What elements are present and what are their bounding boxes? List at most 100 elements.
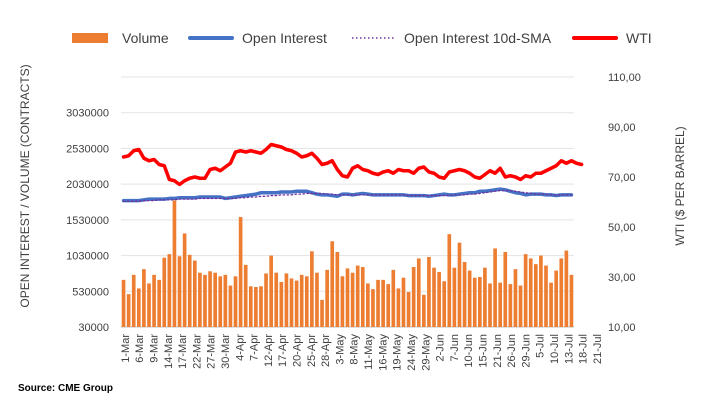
x-tick-label: 21-Jun (492, 334, 504, 368)
volume-bar (366, 283, 370, 327)
y-left-tick-label: 530000 (72, 286, 109, 298)
volume-bar (447, 234, 452, 327)
volume-bar (320, 299, 324, 327)
x-tick-label: 14-Mar (163, 334, 175, 369)
x-tick-label: 8-May (349, 334, 361, 365)
volume-bar (411, 267, 416, 327)
volume-bar (401, 277, 406, 327)
volume-bar (396, 288, 401, 327)
volume-bar (523, 254, 528, 327)
volume-bar (391, 269, 396, 327)
y-left-tick-label: 1530000 (66, 215, 109, 227)
volume-bar (569, 274, 574, 327)
x-tick-label: 20-Apr (292, 334, 304, 367)
volume-bar (233, 276, 238, 327)
volume-bar (437, 272, 441, 327)
volume-bar (503, 252, 508, 327)
x-tick-label: 19-May (392, 334, 404, 371)
volume-bar (518, 285, 523, 327)
x-tick-label: 17-Mar (177, 334, 189, 369)
volume-bar (376, 279, 380, 327)
x-tick-label: 15-Jun (478, 334, 490, 368)
x-tick-label: 12-Apr (263, 334, 275, 367)
volume-bar (467, 270, 472, 327)
volume-bar (238, 217, 243, 327)
volume-bar (554, 270, 559, 327)
open-interest-sma-line (122, 189, 573, 202)
volume-bar (243, 264, 248, 327)
volume-bar (513, 269, 518, 327)
y-right-tick-label: 30,00 (608, 272, 636, 284)
volume-bar (462, 262, 467, 327)
volume-bar (539, 255, 543, 327)
x-tick-label: 16-May (377, 334, 389, 371)
volume-bar (559, 258, 564, 327)
volume-bar (289, 278, 294, 327)
x-tick-label: 24-May (406, 334, 418, 371)
volume-bar (177, 256, 182, 327)
volume-bar (218, 276, 223, 327)
volume-bar (544, 265, 548, 327)
x-tick-label: 28-Apr (320, 334, 332, 367)
volume-bar (142, 269, 146, 327)
volume-bar (533, 264, 538, 327)
volume-bar (228, 285, 233, 327)
volume-bar (442, 281, 447, 327)
x-tick-label: 11-May (363, 334, 375, 370)
volume-bar (488, 283, 492, 327)
volume-bar (325, 269, 329, 327)
volume-bar (136, 288, 141, 327)
x-tick-label: 3-May (334, 334, 346, 365)
legend-swatch-volume (72, 33, 108, 43)
volume-bar (208, 271, 212, 327)
y-left-axis-title: OPEN INTEREST / VOLUME (CONTRACTS) (18, 64, 32, 307)
y-left-tick-label: 2530000 (66, 143, 109, 155)
volume-bar (284, 273, 289, 327)
volume-bar (299, 274, 304, 327)
x-tick-label: 4-Apr (234, 334, 246, 361)
volume-bar (152, 274, 156, 327)
y-left-tick-label: 1030000 (66, 251, 109, 263)
volume-bar (452, 267, 457, 327)
y-right-tick-label: 110,00 (608, 72, 641, 84)
volume-bar (508, 284, 513, 327)
volume-bar (457, 242, 462, 327)
x-tick-label: 13-Jul (563, 334, 575, 364)
y-right-tick-label: 90,00 (608, 122, 636, 134)
x-tick-label: 25-Apr (306, 334, 318, 367)
x-tick-label: 7-Apr (249, 334, 261, 361)
volume-bar (198, 272, 202, 327)
volume-bar (182, 233, 187, 327)
volume-bar (310, 251, 314, 327)
volume-bar (350, 272, 355, 327)
legend-label: Open Interest 10d-SMA (404, 30, 552, 46)
volume-bar (371, 289, 375, 327)
volume-bar (259, 286, 263, 327)
y-left-tick-label: 3030000 (66, 108, 109, 120)
y-right-tick-label: 70,00 (608, 172, 636, 184)
volume-bar (335, 252, 340, 327)
x-tick-label: 2-Jun (435, 334, 447, 362)
x-tick-label: 30-Mar (220, 334, 232, 369)
x-tick-label: 18-Jul (578, 334, 590, 364)
legend: Volume Open Interest Open Interest 10d-SMA… (72, 30, 652, 46)
volume-bar (157, 279, 161, 327)
series-lines (121, 142, 584, 203)
y-right-axis-title: WTI ($ PER BARREL) (673, 126, 687, 245)
source-note: Source: CME Group (18, 383, 113, 394)
volume-bar (172, 200, 177, 327)
legend-label: WTI (626, 30, 652, 46)
volume-bar (121, 279, 126, 327)
volume-bar (187, 254, 192, 327)
volume-bar (528, 258, 533, 327)
x-tick-label: 29-Jun (520, 334, 532, 368)
y-left-tick-label: 30000 (78, 322, 109, 334)
volume-bar (360, 267, 365, 327)
volume-bar (493, 248, 497, 327)
volume-bar (167, 254, 172, 327)
volume-bars (121, 200, 574, 327)
y-right-tick-label: 10,00 (608, 322, 636, 334)
volume-bar (126, 294, 131, 327)
x-tick-label: 17-Apr (277, 334, 289, 367)
volume-bar (213, 272, 217, 327)
